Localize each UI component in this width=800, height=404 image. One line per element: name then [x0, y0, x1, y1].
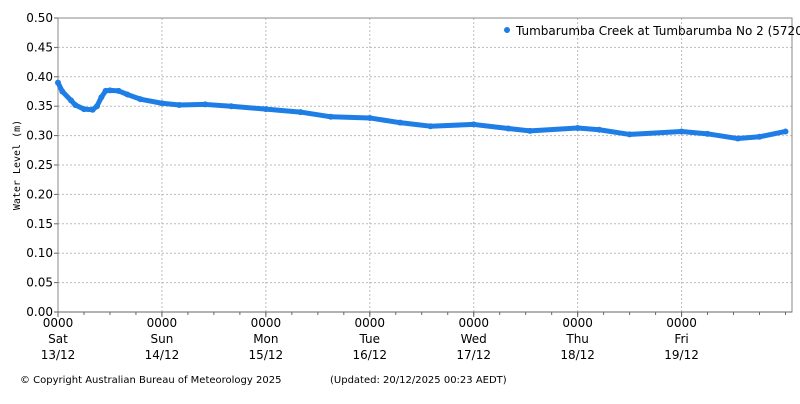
data-point	[366, 114, 373, 121]
data-point	[505, 125, 512, 132]
x-tick-time: 0000	[355, 316, 386, 330]
x-tick-time: 0000	[147, 316, 178, 330]
series-line	[55, 80, 789, 142]
y-tick-label: 0.00	[26, 305, 53, 319]
data-point	[59, 88, 66, 95]
data-point	[297, 109, 304, 116]
x-tick-time: 0000	[458, 316, 489, 330]
data-point	[55, 79, 61, 86]
data-point	[158, 100, 165, 107]
x-tick-day: Mon	[253, 332, 278, 346]
legend: Tumbarumba Creek at Tumbarumba No 2 (572…	[504, 24, 800, 38]
y-tick-label: 0.35	[26, 99, 53, 113]
updated-text: (Updated: 20/12/2025 00:23 AEDT)	[330, 375, 507, 386]
data-point	[98, 94, 105, 101]
x-tick-day: Thu	[565, 332, 589, 346]
data-point	[678, 128, 685, 135]
y-tick-label: 0.05	[26, 276, 53, 290]
data-point	[262, 106, 269, 113]
y-tick-label: 0.25	[26, 158, 53, 172]
data-point	[80, 106, 87, 113]
y-tick-label: 0.10	[26, 246, 53, 260]
x-tick-date: 15/12	[249, 348, 284, 362]
y-tick-label: 0.50	[26, 11, 53, 25]
data-point	[704, 130, 711, 137]
y-tick-label: 0.45	[26, 40, 53, 54]
data-point	[756, 133, 763, 140]
x-tick-day: Tue	[359, 332, 381, 346]
legend-marker	[504, 27, 510, 33]
x-tick-date: 16/12	[352, 348, 387, 362]
x-tick-time: 0000	[43, 316, 74, 330]
y-tick-label: 0.15	[26, 217, 53, 231]
x-axis: 0000 Sat 13/12 0000 Sun 14/12 0000 Mon 15/12 0000…	[41, 311, 792, 362]
data-point	[427, 123, 434, 130]
y-axis-label: Water Level (m)	[12, 120, 23, 210]
x-tick-date: 17/12	[456, 348, 491, 362]
x-tick-date: 19/12	[664, 348, 699, 362]
data-point	[527, 127, 534, 134]
y-axis: 0.00 0.05 0.10 0.15 0.20 0.25 0.30 0.35 0.40 0.45…	[26, 11, 58, 319]
y-tick-label: 0.40	[26, 70, 53, 84]
grid	[58, 18, 792, 312]
x-tick-time: 0000	[562, 316, 593, 330]
data-point	[574, 124, 581, 131]
data-point	[228, 103, 235, 110]
copyright-text: © Copyright Australian Bureau of Meteoro…	[20, 375, 281, 386]
data-point	[397, 119, 404, 126]
data-point	[115, 87, 122, 94]
legend-label: Tumbarumba Creek at Tumbarumba No 2 (572…	[515, 24, 800, 38]
data-point	[93, 103, 100, 110]
data-point	[202, 101, 209, 108]
data-point	[327, 113, 334, 120]
series-water-level	[55, 79, 789, 142]
x-tick-day: Fri	[674, 332, 688, 346]
y-tick-label: 0.20	[26, 187, 53, 201]
x-tick-day: Wed	[461, 332, 487, 346]
data-point	[89, 106, 96, 113]
data-point	[470, 121, 477, 128]
data-point	[734, 135, 741, 142]
data-point	[176, 102, 183, 109]
data-point	[782, 128, 789, 135]
data-point	[137, 96, 144, 103]
data-point	[124, 91, 131, 98]
data-point	[67, 97, 74, 104]
x-tick-date: 14/12	[145, 348, 180, 362]
x-tick-day: Sun	[151, 332, 174, 346]
x-tick-day: Sat	[48, 332, 68, 346]
data-point	[596, 126, 603, 133]
data-point	[106, 87, 113, 94]
y-tick-label: 0.30	[26, 129, 53, 143]
x-tick-time: 0000	[666, 316, 697, 330]
x-tick-time: 0000	[251, 316, 282, 330]
x-tick-date: 13/12	[41, 348, 76, 362]
data-point	[72, 102, 79, 109]
x-tick-date: 18/12	[560, 348, 595, 362]
data-point	[626, 131, 633, 138]
